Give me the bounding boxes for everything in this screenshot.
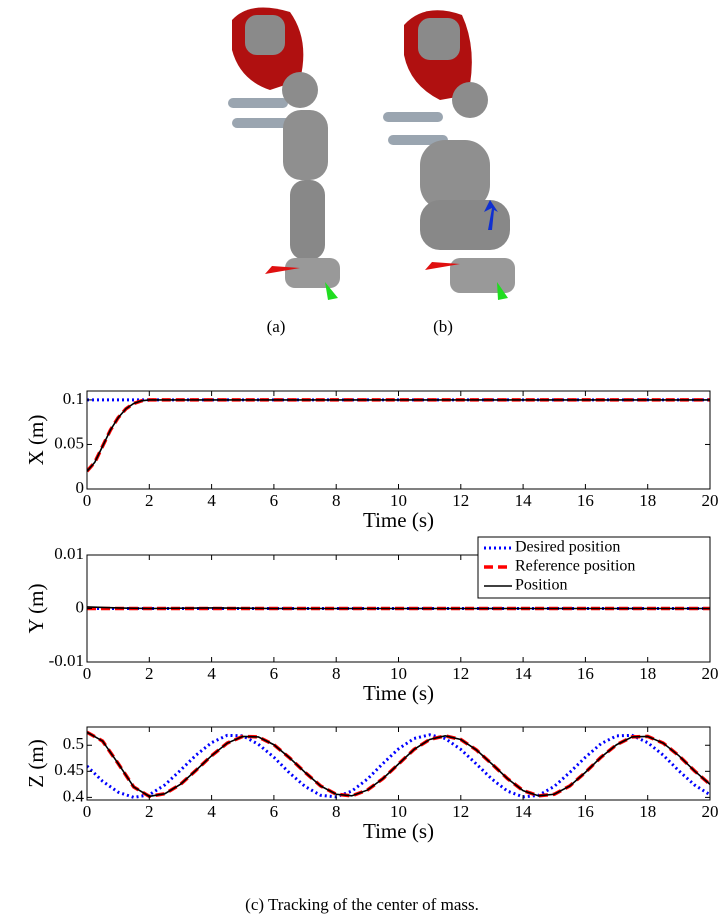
- x-tick-label: 12: [452, 664, 469, 683]
- legend-label: Reference position: [515, 558, 635, 575]
- x-tick-label: 0: [83, 664, 92, 683]
- robot-arm: [232, 118, 292, 128]
- x-tick-label: 16: [577, 802, 594, 821]
- robot-shin: [290, 180, 325, 260]
- x-tick-label: 8: [332, 802, 341, 821]
- x-tick-label: 0: [83, 802, 92, 821]
- x-tick-label: 6: [270, 802, 279, 821]
- page: (a) (b) (c) Tracking of the center of ma…: [0, 0, 724, 921]
- subfigure-label: (a): [267, 317, 286, 336]
- x-tick-label: 20: [702, 491, 719, 510]
- robot-thigh: [283, 110, 328, 180]
- x-tick-label: 0: [83, 491, 92, 510]
- legend-label: Position: [515, 577, 567, 594]
- y-tick-label: -0.01: [49, 651, 84, 670]
- x-tick-label: 16: [577, 491, 594, 510]
- x-tick-label: 6: [270, 664, 279, 683]
- x-tick-label: 2: [145, 802, 154, 821]
- y-tick-label: 0.4: [63, 786, 85, 805]
- x-axis-label: Time (s): [363, 681, 434, 705]
- x-tick-label: 14: [515, 802, 533, 821]
- x-tick-label: 2: [145, 491, 154, 510]
- x-tick-label: 14: [515, 664, 533, 683]
- x-tick-label: 8: [332, 664, 341, 683]
- robot-arm: [383, 112, 443, 122]
- subfigure-label: (b): [433, 317, 453, 336]
- x-tick-label: 4: [207, 802, 216, 821]
- x-tick-label: 4: [207, 491, 216, 510]
- x-tick-label: 12: [452, 491, 469, 510]
- legend: Desired position Reference position Positi…: [478, 537, 710, 598]
- y-tick-label: 0.5: [63, 734, 84, 753]
- x-tick-label: 20: [702, 664, 719, 683]
- robot-a: [228, 8, 340, 301]
- robot-joint: [282, 72, 318, 108]
- x-tick-label: 18: [639, 664, 656, 683]
- x-tick-label: 18: [639, 491, 656, 510]
- x-tick-label: 16: [577, 664, 594, 683]
- robot-arm: [228, 98, 288, 108]
- x-tick-label: 20: [702, 802, 719, 821]
- x-tick-label: 2: [145, 664, 154, 683]
- legend-label: Desired position: [515, 539, 620, 556]
- y-axis-label: X (m): [24, 415, 48, 466]
- robot-joint: [452, 82, 488, 118]
- robot-torso: [418, 18, 460, 60]
- y-tick-label: 0.1: [63, 389, 84, 408]
- x-tick-label: 14: [515, 491, 533, 510]
- x-tick-label: 6: [270, 491, 279, 510]
- y-tick-label: 0.45: [54, 760, 84, 779]
- x-tick-label: 12: [452, 802, 469, 821]
- caption: (c) Tracking of the center of mass.: [245, 895, 479, 914]
- x-tick-label: 18: [639, 802, 656, 821]
- figure: (a) (b) (c) Tracking of the center of ma…: [0, 0, 724, 921]
- robot-thigh: [420, 140, 490, 210]
- robot-foot: [450, 258, 515, 293]
- x-tick-label: 4: [207, 664, 216, 683]
- y-axis-label: Z (m): [24, 739, 48, 787]
- y-tick-label: 0.05: [54, 433, 84, 452]
- plot-area: [87, 391, 710, 489]
- robot-b: [383, 10, 515, 300]
- y-tick-label: 0: [76, 597, 85, 616]
- x-axis-label: Time (s): [363, 508, 434, 532]
- y-tick-label: 0.01: [54, 544, 84, 563]
- y-axis-label: Y (m): [24, 584, 48, 634]
- robot-torso: [245, 15, 285, 55]
- x-axis-label: Time (s): [363, 819, 434, 843]
- robot-foot: [285, 258, 340, 288]
- robot-shin: [420, 200, 510, 250]
- x-tick-label: 8: [332, 491, 341, 510]
